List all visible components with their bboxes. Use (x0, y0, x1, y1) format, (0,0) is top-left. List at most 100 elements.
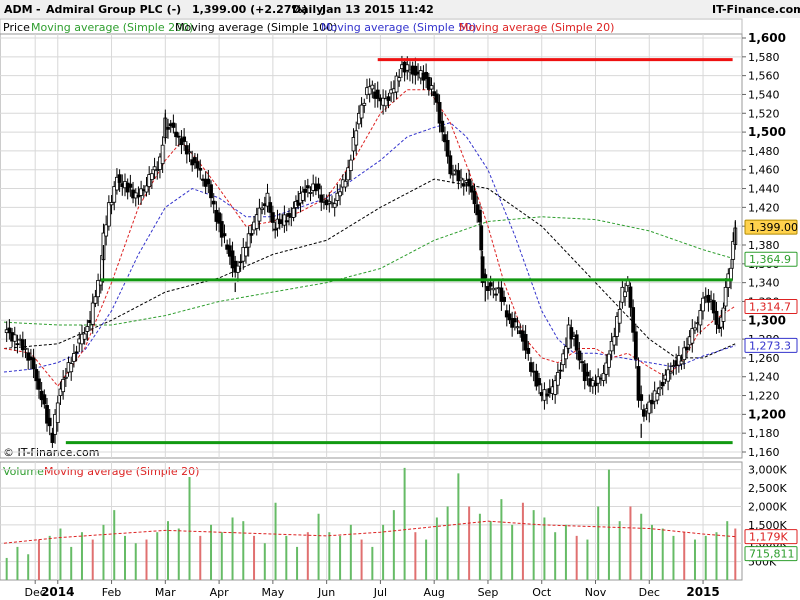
candle-up (397, 77, 402, 82)
candle-up (383, 98, 388, 107)
candle-down (222, 233, 227, 237)
candle-down (26, 352, 31, 361)
candle-down (523, 334, 528, 351)
price-label-1-box (744, 251, 798, 267)
header-bar (0, 0, 800, 18)
candle-up (72, 353, 76, 362)
candle-down (171, 122, 176, 128)
candle-up (254, 214, 259, 229)
candle-up (515, 326, 520, 329)
price-label-1-text: 1,364.9 (749, 253, 791, 266)
candle-down (219, 221, 224, 238)
candle-down (639, 394, 644, 401)
candle-up (160, 144, 165, 164)
candle-up (658, 386, 662, 390)
volume-tick-label: 3,000K (748, 464, 787, 477)
candle-up (82, 333, 87, 340)
candle-down (714, 310, 719, 325)
x-tick-label: 2014 (41, 585, 74, 599)
candle-down (488, 282, 493, 287)
candle-down (268, 202, 273, 213)
candle-down (270, 212, 275, 223)
candle-up (187, 151, 192, 154)
legend-price: Price (3, 21, 30, 34)
candle-up (109, 202, 114, 206)
candle-down (184, 145, 189, 155)
candle-up (244, 247, 248, 257)
candle-up (115, 176, 119, 191)
candle-down (577, 350, 582, 361)
volume-pane (0, 461, 743, 581)
candle-down (650, 399, 654, 405)
candle-down (230, 250, 235, 269)
x-tick-label: 2015 (686, 585, 719, 599)
price-tick-label: 1,440 (748, 183, 780, 196)
candle-down (217, 212, 221, 224)
candle-down (467, 178, 472, 187)
candle-up (260, 207, 265, 210)
candle-up (553, 380, 558, 395)
candle-down (15, 343, 20, 346)
price-pane (0, 33, 743, 459)
volume-label-0-box (744, 529, 798, 545)
candle-down (636, 366, 641, 401)
candle-down (37, 378, 41, 390)
candle-up (671, 365, 676, 367)
candle-up (152, 166, 157, 171)
candle-down (128, 183, 133, 188)
candle-up (85, 326, 90, 332)
candle-up (23, 347, 28, 350)
candle-up (63, 376, 68, 379)
candle-up (609, 340, 614, 352)
header-datetime: Jan 13 2015 11:42 (321, 3, 434, 16)
volume-label-1-box (744, 546, 798, 562)
candle-up (93, 296, 98, 304)
candle-up (354, 130, 359, 146)
candle-up (429, 85, 434, 90)
candle-up (723, 286, 728, 307)
candle-down (580, 361, 584, 364)
candle-up (61, 378, 66, 393)
candle-up (58, 388, 63, 396)
candle-up (698, 310, 703, 326)
candle-up (139, 188, 144, 196)
candle-down (198, 168, 203, 171)
candle-down (494, 293, 498, 296)
x-tick-label: Feb (102, 586, 121, 599)
candle-up (607, 353, 611, 368)
price-tick-label: 1,200 (748, 407, 786, 421)
candle-up (721, 307, 726, 322)
candle-down (593, 382, 598, 387)
x-tick-label: Jun (317, 586, 335, 599)
candle-up (367, 86, 372, 95)
legend-ma200: Moving average (Simple 200) (31, 21, 193, 34)
price-tick-label: 1,180 (748, 427, 780, 440)
candle-down (211, 200, 216, 205)
candle-up (69, 363, 74, 373)
candle-down (569, 327, 574, 340)
candle-down (456, 170, 461, 182)
candle-down (633, 331, 638, 360)
candle-down (287, 213, 291, 217)
candle-down (486, 286, 490, 291)
volume-label-0-text: 1,179K (749, 531, 788, 544)
candle-up (55, 402, 60, 423)
candle-up (308, 192, 313, 194)
candle-down (195, 161, 200, 169)
candle-up (104, 224, 109, 237)
candle-up (236, 265, 240, 273)
price-tick-label: 1,480 (748, 145, 780, 158)
candle-up (405, 64, 410, 71)
candle-down (182, 136, 187, 142)
last-value-labels: 1,399.00 1,364.9 1,314.7 1,273.3 1,179K 715,8… (744, 219, 798, 562)
candle-down (558, 369, 563, 372)
candle-down (461, 183, 466, 187)
candle-down (316, 183, 321, 190)
candle-up (144, 185, 149, 193)
candle-down (249, 233, 254, 236)
x-tick-label: Nov (585, 586, 607, 599)
x-tick-label: Aug (423, 586, 444, 599)
candle-down (537, 378, 541, 386)
candle-down (479, 225, 484, 251)
header-period: Daily (292, 3, 323, 16)
